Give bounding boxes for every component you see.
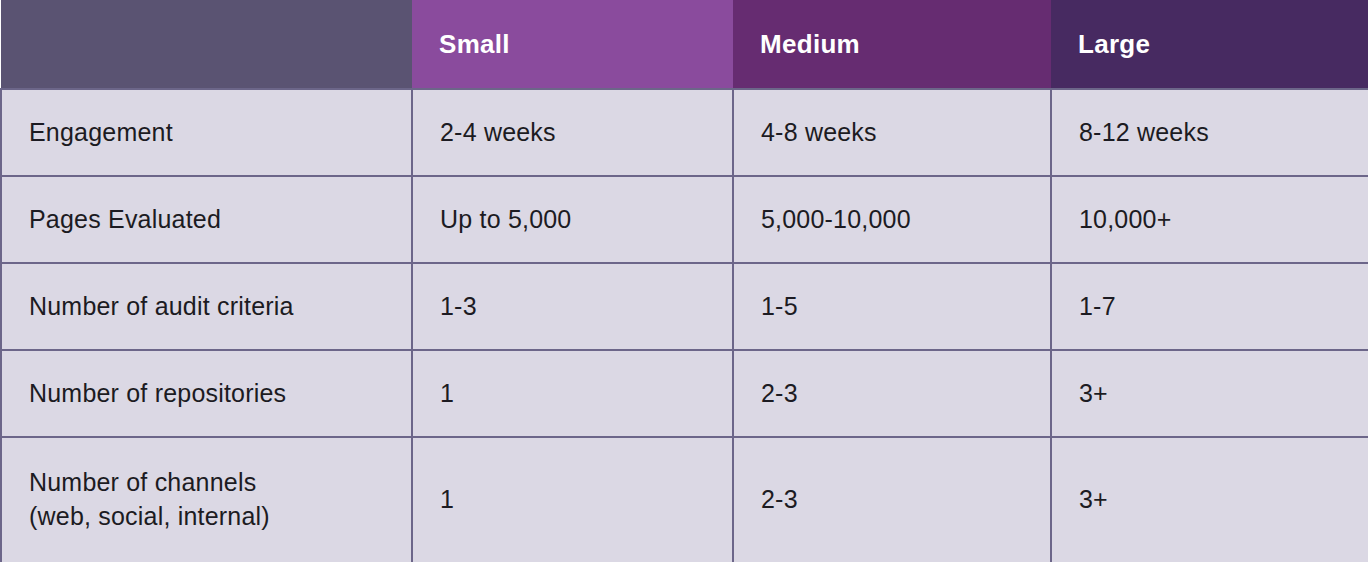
cell-value: Up to 5,000	[412, 176, 733, 263]
header-cell-blank	[1, 0, 412, 89]
cell-value: 3+	[1051, 350, 1368, 437]
header-cell-large: Large	[1051, 0, 1368, 89]
table-row-audit-criteria: Number of audit criteria 1-3 1-5 1-7	[1, 263, 1368, 350]
cell-value: 4-8 weeks	[733, 89, 1051, 176]
cell-value: 1-5	[733, 263, 1051, 350]
cell-value: 2-3	[733, 437, 1051, 562]
comparison-table: Small Medium Large Engagement 2-4 weeks …	[0, 0, 1368, 562]
header-cell-small: Small	[412, 0, 733, 89]
cell-value: 8-12 weeks	[1051, 89, 1368, 176]
table-row-pages-evaluated: Pages Evaluated Up to 5,000 5,000-10,000…	[1, 176, 1368, 263]
row-label: Engagement	[1, 89, 412, 176]
table-row-engagement: Engagement 2-4 weeks 4-8 weeks 8-12 week…	[1, 89, 1368, 176]
header-row: Small Medium Large	[1, 0, 1368, 89]
row-label: Pages Evaluated	[1, 176, 412, 263]
cell-value: 1	[412, 350, 733, 437]
cell-value: 2-4 weeks	[412, 89, 733, 176]
header-cell-medium: Medium	[733, 0, 1051, 89]
cell-value: 5,000-10,000	[733, 176, 1051, 263]
cell-value: 1-3	[412, 263, 733, 350]
cell-value: 1	[412, 437, 733, 562]
row-label: Number of repositories	[1, 350, 412, 437]
row-label: Number of audit criteria	[1, 263, 412, 350]
cell-value: 2-3	[733, 350, 1051, 437]
cell-value: 3+	[1051, 437, 1368, 562]
table-row-repositories: Number of repositories 1 2-3 3+	[1, 350, 1368, 437]
table-row-channels: Number of channels (web, social, interna…	[1, 437, 1368, 562]
row-label: Number of channels (web, social, interna…	[1, 437, 412, 562]
cell-value: 10,000+	[1051, 176, 1368, 263]
cell-value: 1-7	[1051, 263, 1368, 350]
